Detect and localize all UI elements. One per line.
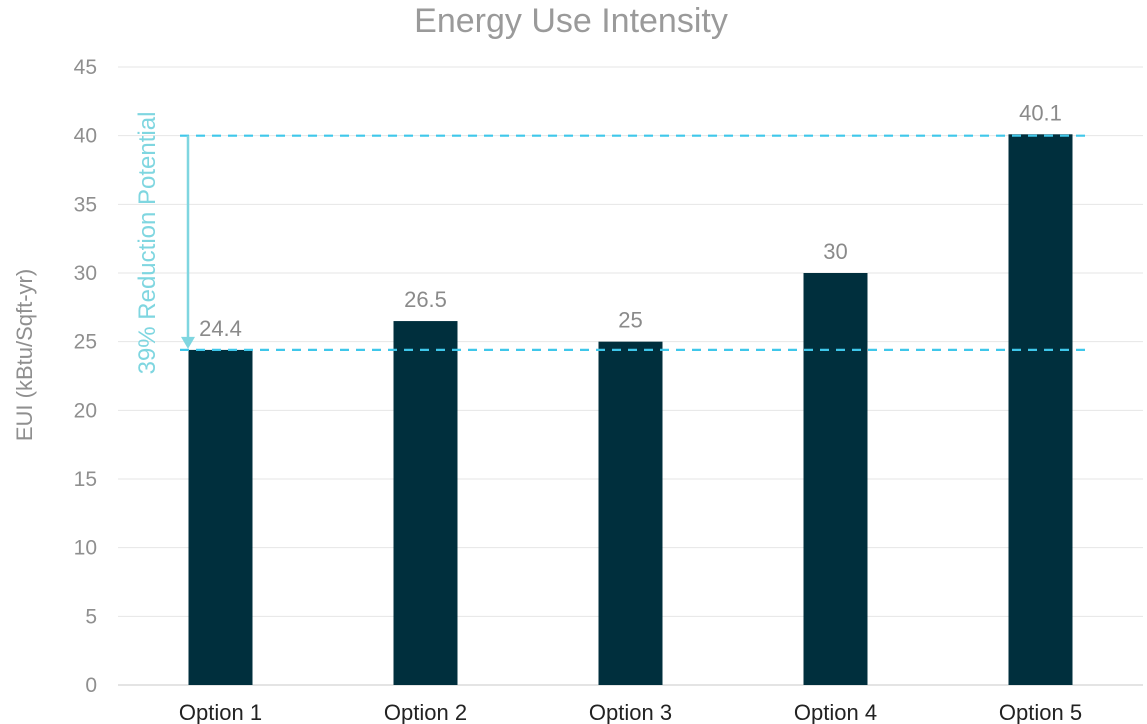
- bar-option-1: [188, 349, 253, 685]
- x-tick-label-option-3: Option 3: [589, 700, 672, 724]
- bar-option-2: [393, 321, 458, 685]
- data-label-option-5: 40.1: [1019, 100, 1062, 125]
- y-tick-label: 20: [74, 399, 97, 422]
- data-label-option-1: 24.4: [199, 316, 242, 341]
- reduction-annotation: 39% Reduction Potential: [134, 112, 195, 375]
- bar-option-3: [598, 341, 663, 685]
- bars: [188, 134, 1073, 685]
- y-tick-label: 25: [74, 331, 97, 354]
- x-tick-label-option-5: Option 5: [999, 700, 1082, 724]
- reduction-potential-label: 39% Reduction Potential: [134, 112, 161, 375]
- reduction-arrow-head: [181, 336, 195, 349]
- reference-lines: [180, 134, 1092, 352]
- y-tick-labels: 0 5 10 15 20 25 30 35 40 45: [74, 56, 97, 697]
- data-label-option-4: 30: [823, 239, 847, 264]
- y-tick-label: 0: [85, 674, 97, 697]
- data-label-option-3: 25: [618, 308, 642, 333]
- y-tick-label: 30: [74, 262, 97, 285]
- y-tick-label: 10: [74, 537, 97, 560]
- x-tick-label-option-2: Option 2: [384, 700, 467, 724]
- x-tick-labels: Option 1 Option 2 Option 3 Option 4 Option 5: [179, 700, 1082, 724]
- y-tick-label: 5: [85, 605, 97, 628]
- y-tick-label: 40: [74, 125, 97, 148]
- data-labels: 24.4 26.5 25 30 40.1: [199, 100, 1062, 341]
- y-tick-label: 35: [74, 193, 97, 216]
- y-axis-label: EUI (kBtu/Sqft-yr): [12, 269, 37, 441]
- y-tick-label: 45: [74, 56, 97, 79]
- x-tick-label-option-4: Option 4: [794, 700, 877, 724]
- bar-option-5: [1008, 134, 1073, 685]
- data-label-option-2: 26.5: [404, 287, 447, 312]
- chart-title: Energy Use Intensity: [414, 2, 728, 40]
- x-tick-label-option-1: Option 1: [179, 700, 262, 724]
- y-tick-label: 15: [74, 468, 97, 491]
- bar-option-4: [803, 273, 868, 685]
